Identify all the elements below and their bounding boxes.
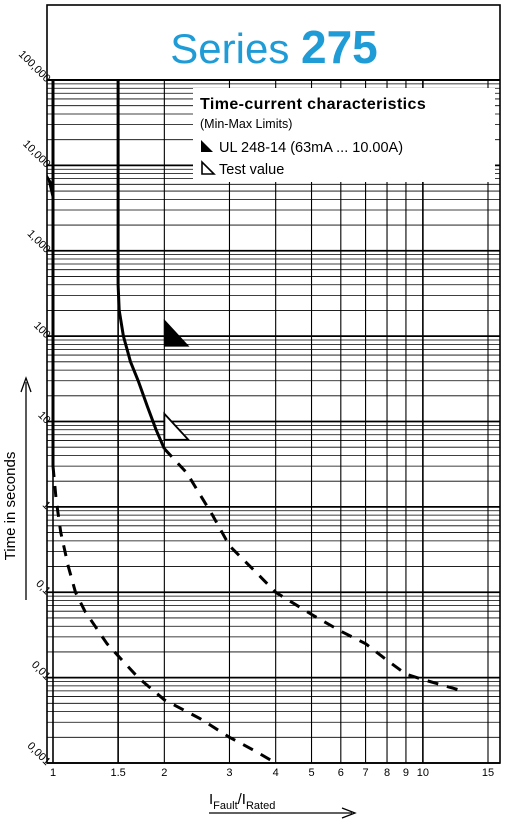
x-tick-label: 2 xyxy=(161,767,167,779)
x-axis-label-group: IFault/IRated xyxy=(209,791,357,819)
x-tick-label: 7 xyxy=(363,767,369,779)
x-tick-label: 8 xyxy=(384,767,390,779)
x-axis-label-sub-fault: Fault xyxy=(213,800,237,812)
chart-title-number: 275 xyxy=(301,21,378,73)
x-axis-label-main: I xyxy=(209,791,213,808)
x-tick-label: 3 xyxy=(226,767,232,779)
x-tick-label: 4 xyxy=(273,767,279,779)
series-layer xyxy=(51,80,460,765)
x-axis-label-separator: /I xyxy=(238,791,246,808)
filled-triangle-marker-3 xyxy=(46,174,54,202)
x-tick-label: 1 xyxy=(50,767,56,779)
x-axis-arrow-head-icon xyxy=(341,807,357,819)
series-curve-2 xyxy=(163,447,460,692)
series-curve-1 xyxy=(116,80,166,450)
legend-filled-triangle-icon xyxy=(201,140,213,152)
legend-title: Time-current characteristics xyxy=(200,96,426,113)
legend: Time-current characteristics (Min-Max Li… xyxy=(193,88,495,182)
y-axis-arrow-head-icon xyxy=(20,376,32,393)
filled-triangle-marker-1 xyxy=(163,318,190,347)
x-tick-label: 6 xyxy=(338,767,344,779)
chart-title: Series 275 xyxy=(170,21,377,73)
x-tick-label: 15 xyxy=(482,767,494,779)
marker-layer xyxy=(46,174,191,441)
legend-entry-2: Test value xyxy=(219,162,284,178)
legend-subtitle: (Min-Max Limits) xyxy=(200,117,292,131)
x-tick-label: 1.5 xyxy=(110,767,125,779)
y-axis-label-group: Time in seconds xyxy=(2,376,32,600)
legend-box xyxy=(193,88,495,182)
chart-title-prefix: Series xyxy=(170,25,301,72)
legend-open-triangle-icon xyxy=(201,160,216,175)
x-axis-label: IFault/IRated xyxy=(209,791,275,812)
x-tick-label: 10 xyxy=(417,767,429,779)
series-curve-3 xyxy=(51,465,277,765)
x-axis-label-sub-rated: Rated xyxy=(246,800,275,812)
open-triangle-marker-2 xyxy=(163,411,191,441)
legend-entry-1: UL 248-14 (63mA ... 10.00A) xyxy=(219,140,403,156)
x-tick-label: 5 xyxy=(308,767,314,779)
x-tick-label: 9 xyxy=(403,767,409,779)
y-axis-label: Time in seconds xyxy=(2,452,19,561)
